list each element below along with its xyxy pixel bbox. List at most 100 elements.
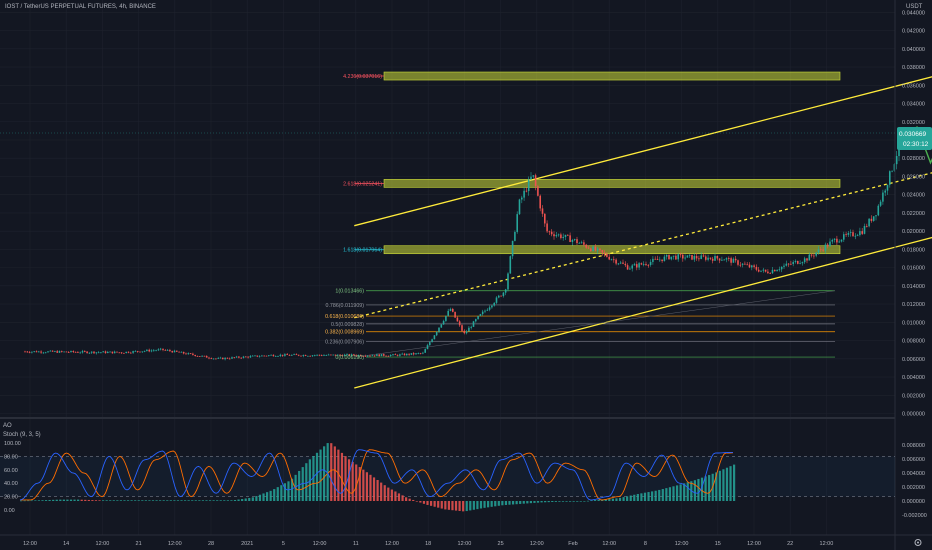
- candle-body: [872, 216, 875, 221]
- time-tick-label: 12:00: [675, 541, 689, 547]
- candle-body: [380, 354, 383, 357]
- candle-body: [764, 269, 767, 272]
- settings-icon[interactable]: [906, 536, 930, 549]
- time-tick-label: 5: [282, 541, 285, 547]
- candle-body: [514, 231, 516, 241]
- candle-body: [56, 351, 58, 353]
- time-tick-label: 12:00: [96, 541, 110, 547]
- candle-body: [97, 352, 100, 354]
- candle-body: [465, 331, 468, 334]
- candle-body: [189, 353, 192, 354]
- candle-body: [304, 355, 307, 356]
- time-tick-label: 12:00: [168, 541, 182, 547]
- candle-body: [113, 351, 116, 354]
- ao-bar: [533, 501, 536, 503]
- candle-body: [573, 239, 576, 240]
- candle-body: [203, 355, 206, 357]
- stoch-tick-label: 100.00: [4, 441, 21, 447]
- ao-bar: [144, 500, 147, 501]
- ao-bar: [183, 500, 187, 501]
- price-tick-label: 0.006000: [902, 357, 925, 363]
- time-tick-label: 11: [353, 541, 359, 547]
- candle-body: [258, 356, 261, 358]
- candle-body: [665, 254, 668, 257]
- candle-body: [311, 355, 314, 357]
- last-price: 0.030669: [899, 131, 926, 138]
- candle-body: [353, 354, 355, 356]
- candle-body: [26, 351, 29, 353]
- ao-bar: [394, 491, 397, 501]
- stoch-tick-label: 0.00: [4, 508, 15, 514]
- ao-bar: [522, 501, 525, 504]
- candle-body: [546, 223, 548, 232]
- ao-bar: [479, 501, 483, 509]
- ao-bar: [273, 489, 276, 501]
- candle-body: [233, 357, 236, 359]
- candle-body: [889, 171, 891, 185]
- candle-body: [576, 239, 578, 244]
- candle-body: [822, 249, 824, 251]
- ao-bar: [515, 501, 518, 505]
- fib-zone-band: [383, 179, 841, 188]
- ao-bar: [369, 474, 372, 501]
- price-tick-label: 0.032000: [902, 120, 925, 126]
- time-tick-label: 18: [425, 541, 431, 547]
- price-tick-label: 0.014000: [902, 284, 925, 290]
- ao-bar: [219, 500, 222, 501]
- candle-body: [654, 258, 656, 260]
- candle-body: [553, 234, 555, 237]
- candle-body: [61, 351, 63, 352]
- ao-bar: [437, 501, 440, 508]
- candle-body: [801, 262, 804, 264]
- ao-bar: [315, 452, 319, 501]
- candle-body: [808, 254, 811, 261]
- symbol-title[interactable]: IOST / TetherUS PERPETUAL FUTURES, 4h, B…: [5, 4, 156, 10]
- candle-body: [54, 351, 56, 352]
- candle-body: [734, 258, 737, 261]
- candle-body: [877, 205, 880, 216]
- ao-bar: [593, 500, 597, 501]
- ao-bar: [37, 500, 41, 501]
- candle-body: [150, 350, 153, 352]
- ao-bar: [323, 446, 326, 501]
- ao-bar: [586, 500, 590, 502]
- ao-bar: [326, 443, 329, 501]
- candle-body: [716, 255, 719, 259]
- bar-countdown: 02:30:12: [903, 141, 929, 148]
- ao-bar: [519, 501, 522, 504]
- candle-body: [548, 231, 551, 233]
- time-axis[interactable]: 12:00 14 12:00 21 12:00 28 2021 5 12:00 11 12:00 18…: [23, 541, 833, 547]
- candle-body: [863, 225, 866, 234]
- ao-bar: [208, 500, 212, 501]
- candle-body: [274, 356, 277, 357]
- candle-body: [849, 232, 852, 234]
- ao-bar: [540, 501, 543, 503]
- candle-body: [123, 352, 125, 354]
- price-tick-label: 0.028000: [902, 156, 925, 162]
- ao-bar: [380, 482, 383, 501]
- stoch-label[interactable]: Stoch (9, 3, 5): [3, 432, 41, 438]
- candle-body: [288, 355, 291, 356]
- candle-body: [245, 356, 247, 358]
- candle-body: [205, 355, 208, 358]
- ao-bar: [554, 501, 557, 502]
- fib-label: 1(0.013466): [335, 289, 364, 295]
- price-axis[interactable]: 0.044000 0.042000 0.040000 0.038000 0.036000…: [902, 10, 925, 417]
- candle-body: [470, 326, 472, 328]
- candle-body: [192, 353, 194, 355]
- candle-body: [532, 175, 535, 177]
- candle-body: [895, 156, 898, 165]
- candle-body: [707, 257, 709, 260]
- ao-bar: [130, 500, 133, 501]
- ao-label[interactable]: AO: [3, 423, 12, 429]
- ao-tick-label: 0.006000: [902, 457, 925, 463]
- ao-bar: [340, 452, 344, 501]
- candle-body: [780, 266, 783, 270]
- channel-middle-line: [354, 172, 932, 319]
- candle-body: [461, 325, 463, 331]
- candle-body: [406, 353, 408, 356]
- candle-body: [104, 351, 107, 354]
- candle-body: [560, 234, 562, 239]
- candle-body: [679, 254, 682, 256]
